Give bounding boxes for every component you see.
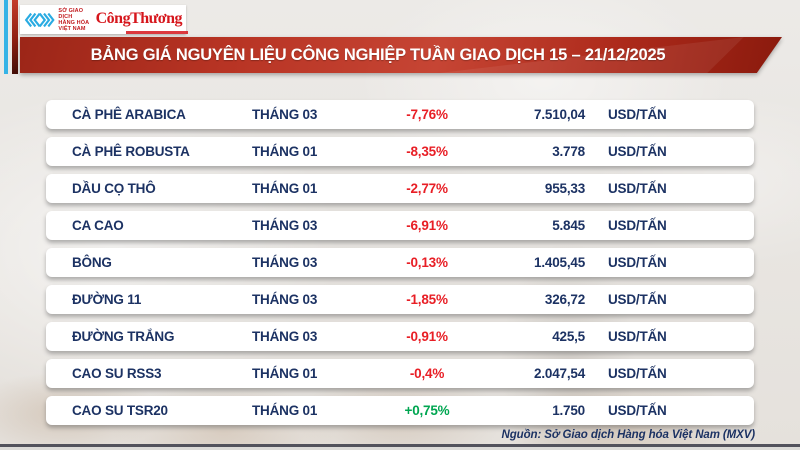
price-value: 7.510,04 [534,107,585,122]
table-row: CAO SU TSR20 THÁNG 01 +0,75% 1.750 USD/T… [46,396,754,425]
table-row: ĐƯỜNG 11 THÁNG 03 -1,85% 326,72 USD/TẤN [46,285,754,314]
price-unit: USD/TẤN [608,366,667,381]
bottom-divider-underline [0,447,800,450]
logo-box: SỞ GIAO DỊCH HÀNG HÓA VIỆT NAM CôngThươn… [20,5,188,34]
commodity-name: CÀ PHÊ ROBUSTA [72,144,190,159]
contract-month: THÁNG 03 [252,292,318,307]
price-table: CÀ PHÊ ARABICA THÁNG 03 -7,76% 7.510,04 … [46,100,754,433]
price-unit: USD/TẤN [608,181,667,196]
contract-month: THÁNG 01 [252,144,318,159]
accent-stripe-blue [4,0,8,74]
contract-month: THÁNG 03 [252,107,318,122]
table-row: DẦU CỌ THÔ THÁNG 01 -2,77% 955,33 USD/TẤ… [46,174,754,203]
commodity-name: ĐƯỜNG 11 [72,292,142,307]
price-unit: USD/TẤN [608,107,667,122]
contract-month: THÁNG 03 [252,218,318,233]
title-banner-shape: BẢNG GIÁ NGUYÊN LIỆU CÔNG NGHIỆP TUẦN GI… [20,37,782,73]
price-value: 425,5 [552,329,585,344]
table-row: CÀ PHÊ ARABICA THÁNG 03 -7,76% 7.510,04 … [46,100,754,129]
bottom-divider-line [0,444,800,447]
commodity-name: CAO SU RSS3 [72,366,162,381]
congthuong-logo: CôngThương [95,9,183,27]
commodity-name: BÔNG [72,255,112,270]
percent-change: +0,75% [404,403,450,418]
accent-stripe-maroon [12,0,18,74]
price-value: 955,33 [544,181,585,196]
price-value: 5.845 [552,218,585,233]
mxv-logo-text: SỞ GIAO DỊCH HÀNG HÓA VIỆT NAM [58,8,91,32]
percent-change: -8,35% [406,144,448,159]
table-row: CAO SU RSS3 THÁNG 01 -0,4% 2.047,54 USD/… [46,359,754,388]
mxv-logo: SỞ GIAO DỊCH HÀNG HÓA VIỆT NAM [24,8,92,32]
contract-month: THÁNG 01 [252,366,318,381]
price-unit: USD/TẤN [608,218,667,233]
mxv-logo-line2: HÀNG HÓA [58,19,90,26]
table-row: CA CAO THÁNG 03 -6,91% 5.845 USD/TẤN [46,211,754,240]
price-value: 1.750 [552,403,585,418]
percent-change: -6,91% [406,218,448,233]
commodity-name: CAO SU TSR20 [72,403,168,418]
contract-month: THÁNG 03 [252,255,318,270]
mxv-logo-line3: VIỆT NAM [58,25,86,32]
table-row: BÔNG THÁNG 03 -0,13% 1.405,45 USD/TẤN [46,248,754,277]
percent-change: -7,76% [406,107,448,122]
commodity-name: ĐƯỜNG TRẮNG [72,329,175,344]
congthuong-logo-underbar [126,31,188,34]
price-unit: USD/TẤN [608,255,667,270]
commodity-name: DẦU CỌ THÔ [72,181,156,196]
percent-change: -2,77% [406,181,448,196]
table-row: ĐƯỜNG TRẮNG THÁNG 03 -0,91% 425,5 USD/TẤ… [46,322,754,351]
table-row: CÀ PHÊ ROBUSTA THÁNG 01 -8,35% 3.778 USD… [46,137,754,166]
percent-change: -0,4% [409,366,445,381]
price-value: 1.405,45 [534,255,585,270]
mxv-logo-line1: SỞ GIAO DỊCH [58,7,84,20]
commodity-name: CÀ PHÊ ARABICA [72,107,186,122]
contract-month: THÁNG 01 [252,181,318,196]
source-credit: Nguồn: Sở Giao dịch Hàng hóa Việt Nam (M… [501,429,756,441]
price-unit: USD/TẤN [608,403,667,418]
percent-change: -0,91% [406,329,448,344]
price-value: 3.778 [552,144,585,159]
price-value: 326,72 [544,292,585,307]
commodity-name: CA CAO [72,218,124,233]
price-unit: USD/TẤN [608,292,667,307]
price-unit: USD/TẤN [608,144,667,159]
contract-month: THÁNG 03 [252,329,318,344]
contract-month: THÁNG 01 [252,403,318,418]
title-banner: BẢNG GIÁ NGUYÊN LIỆU CÔNG NGHIỆP TUẦN GI… [20,37,782,73]
percent-change: -0,13% [406,255,448,270]
page-title: BẢNG GIÁ NGUYÊN LIỆU CÔNG NGHIỆP TUẦN GI… [90,45,666,64]
percent-change: -1,85% [406,292,448,307]
mxv-chevrons-icon [24,12,55,27]
price-value: 2.047,54 [534,366,585,381]
price-unit: USD/TẤN [608,329,667,344]
